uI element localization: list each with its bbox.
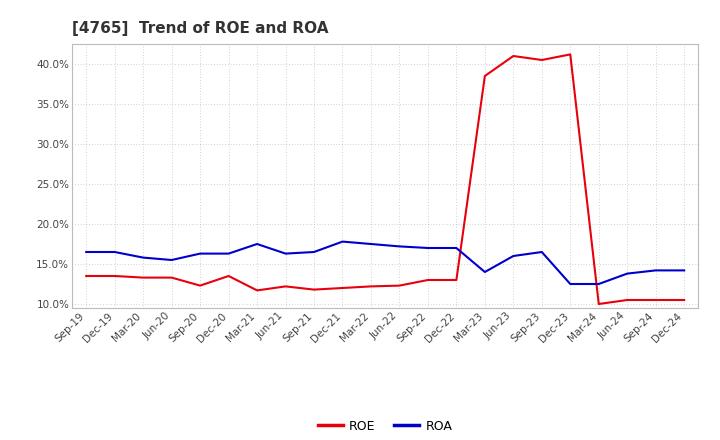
ROA — [253, 242, 261, 247]
ROE — [423, 277, 432, 282]
ROA — [423, 246, 432, 251]
ROE — [310, 287, 318, 292]
ROA — [566, 281, 575, 286]
Line: ROE: ROE — [86, 55, 684, 304]
ROA — [395, 244, 404, 249]
ROA — [82, 249, 91, 255]
ROA — [509, 253, 518, 259]
ROE — [480, 73, 489, 79]
ROA — [680, 268, 688, 273]
ROE — [167, 275, 176, 280]
ROA — [452, 246, 461, 251]
ROE — [623, 297, 631, 303]
ROE — [537, 57, 546, 62]
ROA — [652, 268, 660, 273]
ROE — [82, 273, 91, 279]
ROE — [110, 273, 119, 279]
Legend: ROE, ROA: ROE, ROA — [313, 414, 457, 437]
ROA — [366, 242, 375, 247]
ROE — [338, 286, 347, 291]
ROA — [110, 249, 119, 255]
ROE — [680, 297, 688, 303]
ROE — [595, 301, 603, 307]
ROE — [253, 288, 261, 293]
ROE — [566, 52, 575, 57]
ROA — [196, 251, 204, 256]
Line: ROA: ROA — [86, 242, 684, 284]
ROE — [395, 283, 404, 288]
Text: [4765]  Trend of ROE and ROA: [4765] Trend of ROE and ROA — [72, 21, 328, 36]
ROE — [452, 277, 461, 282]
ROA — [338, 239, 347, 244]
ROA — [282, 251, 290, 256]
ROE — [366, 284, 375, 289]
ROE — [225, 273, 233, 279]
ROE — [282, 284, 290, 289]
ROA — [310, 249, 318, 255]
ROA — [595, 281, 603, 286]
ROA — [167, 257, 176, 263]
ROE — [139, 275, 148, 280]
ROE — [509, 53, 518, 59]
ROE — [652, 297, 660, 303]
ROE — [196, 283, 204, 288]
ROA — [139, 255, 148, 260]
ROA — [225, 251, 233, 256]
ROA — [537, 249, 546, 255]
ROA — [480, 269, 489, 275]
ROA — [623, 271, 631, 276]
